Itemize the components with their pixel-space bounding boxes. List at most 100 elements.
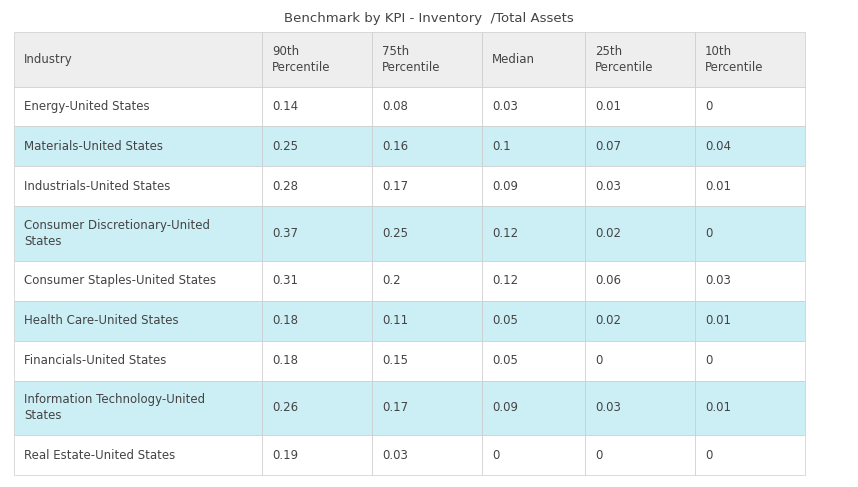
Bar bbox=[482, 261, 585, 301]
Bar bbox=[695, 127, 805, 167]
Bar bbox=[695, 340, 805, 380]
Text: Financials-United States: Financials-United States bbox=[24, 354, 166, 367]
Bar bbox=[585, 340, 695, 380]
Text: 0.18: 0.18 bbox=[272, 354, 298, 367]
Text: 0.37: 0.37 bbox=[272, 227, 298, 240]
Bar bbox=[262, 32, 372, 87]
Bar bbox=[14, 127, 262, 167]
Bar bbox=[482, 435, 585, 475]
Text: Energy-United States: Energy-United States bbox=[24, 100, 149, 113]
Text: 25th
Percentile: 25th Percentile bbox=[595, 45, 654, 74]
Bar bbox=[262, 167, 372, 206]
Bar bbox=[14, 167, 262, 206]
Bar bbox=[482, 301, 585, 340]
Bar bbox=[14, 340, 262, 380]
Text: 0: 0 bbox=[705, 227, 712, 240]
Bar bbox=[585, 435, 695, 475]
Text: 0.03: 0.03 bbox=[595, 180, 621, 193]
Text: 0.07: 0.07 bbox=[595, 140, 621, 153]
Bar bbox=[482, 87, 585, 127]
Bar bbox=[372, 380, 482, 435]
Bar bbox=[372, 340, 482, 380]
Text: 0.11: 0.11 bbox=[382, 314, 408, 327]
Text: 0.03: 0.03 bbox=[705, 274, 731, 287]
Bar bbox=[372, 301, 482, 340]
Bar bbox=[14, 301, 262, 340]
Text: 0.25: 0.25 bbox=[382, 227, 408, 240]
Text: 0: 0 bbox=[705, 449, 712, 462]
Text: 0.04: 0.04 bbox=[705, 140, 731, 153]
Text: Health Care-United States: Health Care-United States bbox=[24, 314, 178, 327]
Text: 0.02: 0.02 bbox=[595, 227, 621, 240]
Text: 0.06: 0.06 bbox=[595, 274, 621, 287]
Text: 0.2: 0.2 bbox=[382, 274, 401, 287]
Bar bbox=[262, 127, 372, 167]
Bar bbox=[372, 206, 482, 261]
Text: 0.03: 0.03 bbox=[492, 100, 518, 113]
Bar bbox=[372, 32, 482, 87]
Text: 0.31: 0.31 bbox=[272, 274, 298, 287]
Bar bbox=[262, 87, 372, 127]
Bar bbox=[695, 301, 805, 340]
Text: 0: 0 bbox=[595, 354, 602, 367]
Text: Materials-United States: Materials-United States bbox=[24, 140, 163, 153]
Text: 0: 0 bbox=[595, 449, 602, 462]
Bar bbox=[262, 261, 372, 301]
Bar bbox=[262, 340, 372, 380]
Bar bbox=[585, 206, 695, 261]
Bar bbox=[695, 87, 805, 127]
Bar bbox=[695, 167, 805, 206]
Text: 0.17: 0.17 bbox=[382, 401, 408, 414]
Bar bbox=[695, 206, 805, 261]
Bar bbox=[372, 167, 482, 206]
Text: Median: Median bbox=[492, 53, 535, 66]
Text: 0.25: 0.25 bbox=[272, 140, 298, 153]
Text: Information Technology-United
States: Information Technology-United States bbox=[24, 393, 205, 422]
Text: 0.17: 0.17 bbox=[382, 180, 408, 193]
Bar bbox=[14, 435, 262, 475]
Text: 0.01: 0.01 bbox=[705, 401, 731, 414]
Bar bbox=[14, 206, 262, 261]
Text: Benchmark by KPI - Inventory  /Total Assets: Benchmark by KPI - Inventory /Total Asse… bbox=[284, 12, 574, 25]
Bar bbox=[482, 167, 585, 206]
Bar bbox=[695, 32, 805, 87]
Bar bbox=[695, 261, 805, 301]
Bar bbox=[14, 380, 262, 435]
Text: 0.01: 0.01 bbox=[705, 180, 731, 193]
Bar bbox=[695, 380, 805, 435]
Text: 90th
Percentile: 90th Percentile bbox=[272, 45, 330, 74]
Bar bbox=[262, 435, 372, 475]
Bar bbox=[482, 32, 585, 87]
Text: 0.01: 0.01 bbox=[705, 314, 731, 327]
Text: 0.12: 0.12 bbox=[492, 227, 518, 240]
Text: 0.16: 0.16 bbox=[382, 140, 408, 153]
Text: 0.26: 0.26 bbox=[272, 401, 298, 414]
Text: 0.14: 0.14 bbox=[272, 100, 298, 113]
Text: 0.09: 0.09 bbox=[492, 180, 518, 193]
Text: 0.28: 0.28 bbox=[272, 180, 298, 193]
Bar bbox=[585, 87, 695, 127]
Text: 0: 0 bbox=[705, 100, 712, 113]
Text: 0.03: 0.03 bbox=[382, 449, 408, 462]
Text: 0.01: 0.01 bbox=[595, 100, 621, 113]
Text: 0.19: 0.19 bbox=[272, 449, 298, 462]
Bar bbox=[585, 32, 695, 87]
Text: 0.05: 0.05 bbox=[492, 314, 518, 327]
Bar bbox=[695, 435, 805, 475]
Text: 0.08: 0.08 bbox=[382, 100, 408, 113]
Text: 0.02: 0.02 bbox=[595, 314, 621, 327]
Text: Industrials-United States: Industrials-United States bbox=[24, 180, 171, 193]
Text: 0.15: 0.15 bbox=[382, 354, 408, 367]
Bar bbox=[585, 261, 695, 301]
Text: 0: 0 bbox=[705, 354, 712, 367]
Text: 0.03: 0.03 bbox=[595, 401, 621, 414]
Bar bbox=[585, 167, 695, 206]
Text: 10th
Percentile: 10th Percentile bbox=[705, 45, 764, 74]
Bar bbox=[262, 206, 372, 261]
Bar bbox=[482, 206, 585, 261]
Bar bbox=[262, 301, 372, 340]
Text: Real Estate-United States: Real Estate-United States bbox=[24, 449, 175, 462]
Bar bbox=[482, 127, 585, 167]
Bar bbox=[482, 380, 585, 435]
Bar bbox=[372, 87, 482, 127]
